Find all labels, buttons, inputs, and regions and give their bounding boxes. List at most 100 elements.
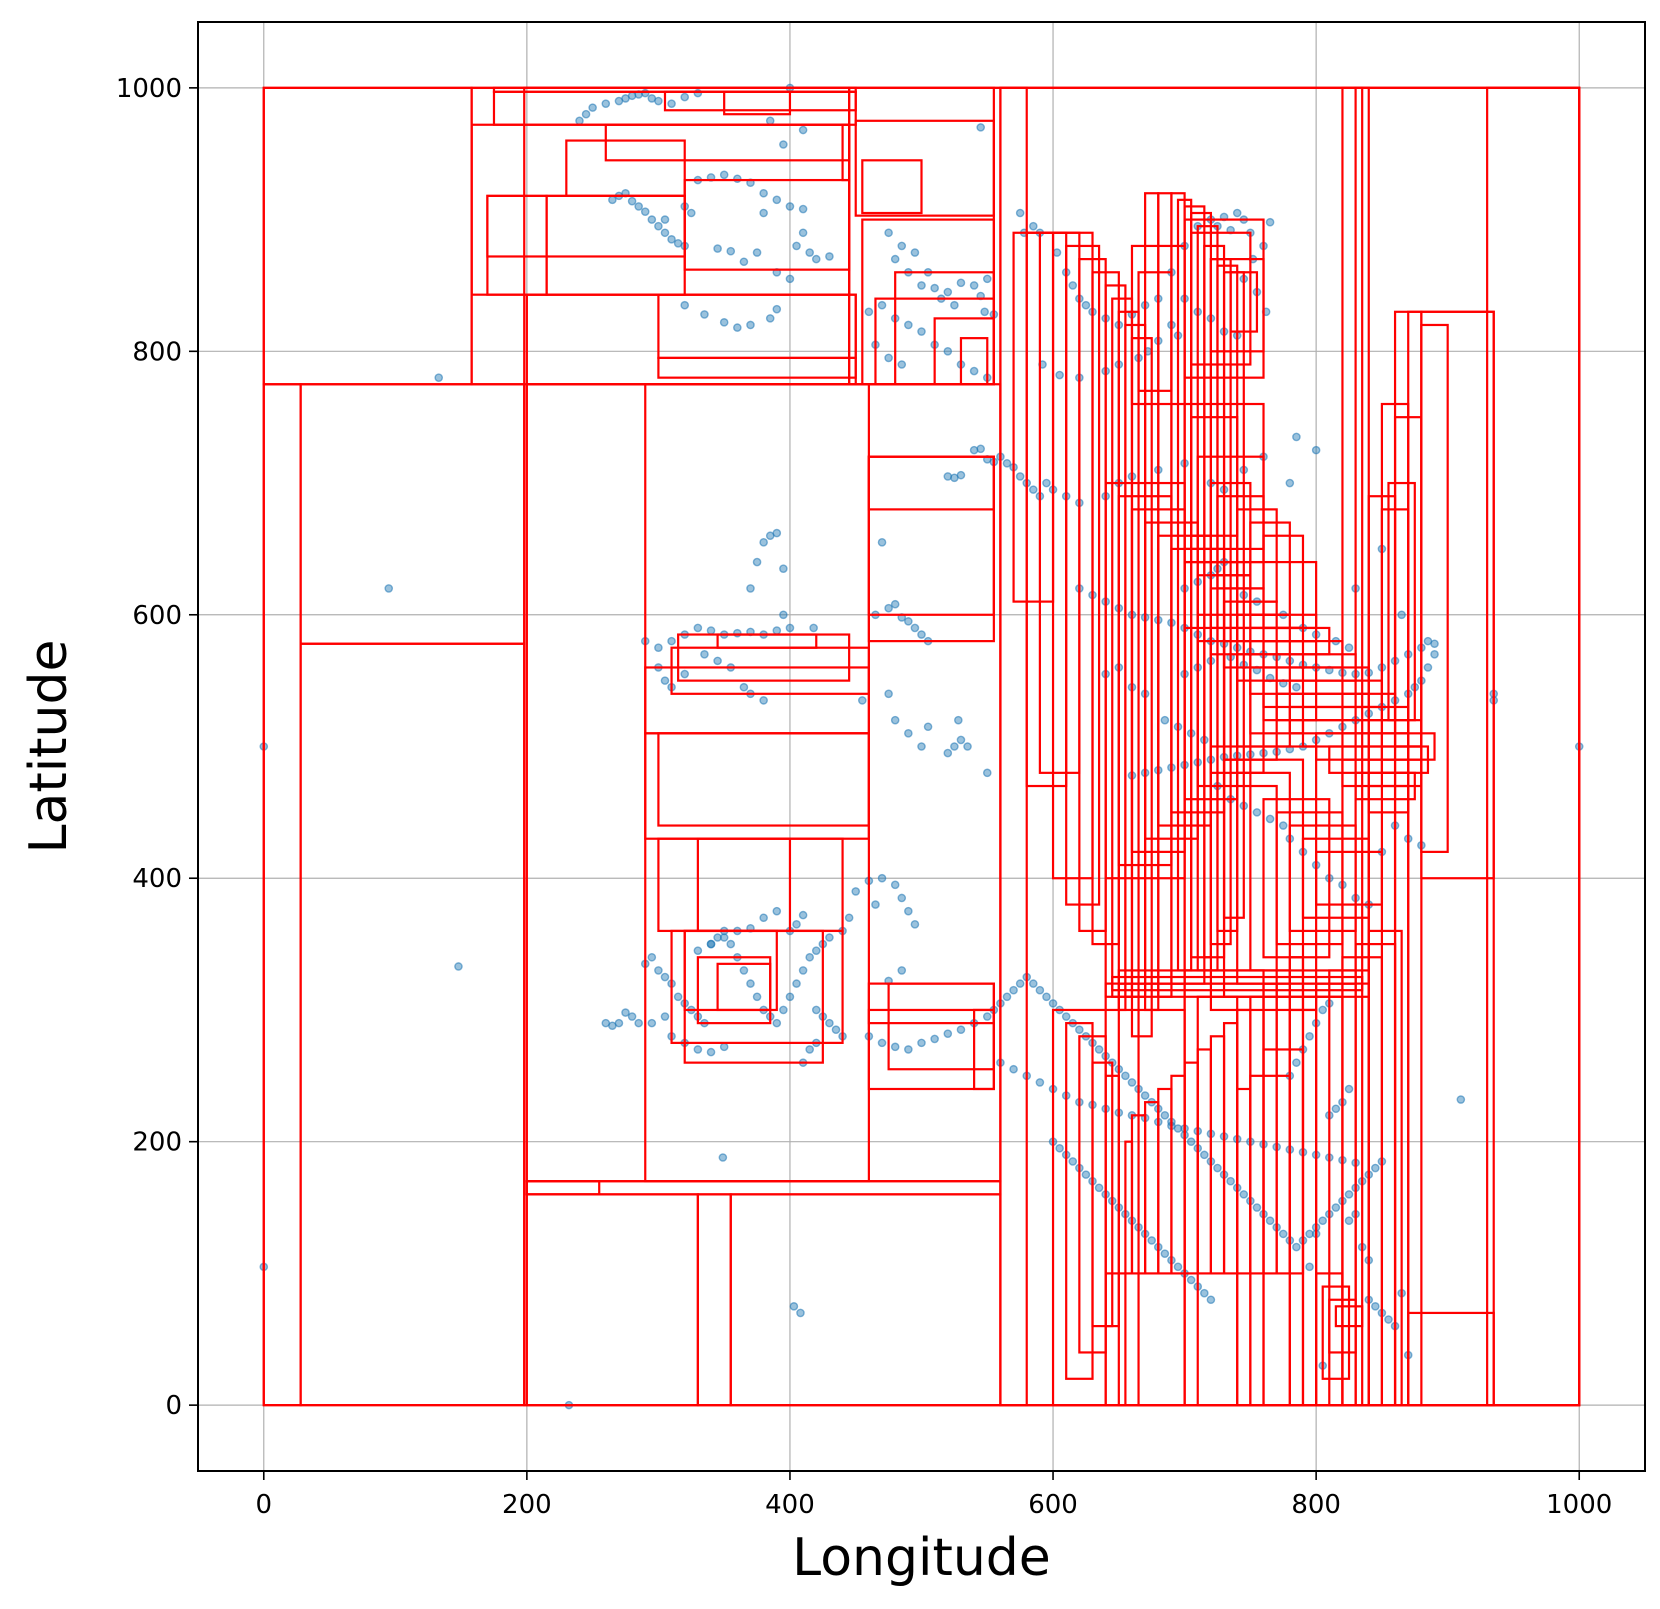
data-point (1252, 1203, 1262, 1212)
data-point (785, 274, 795, 284)
y-tick-label: 800 (132, 337, 182, 367)
data-point (581, 109, 591, 119)
data-point (1042, 478, 1051, 488)
data-point (1292, 682, 1301, 692)
data-point (811, 946, 821, 955)
data-point (792, 920, 801, 929)
x-axis-title: Longitude (792, 1528, 1051, 1588)
data-point (1029, 979, 1038, 988)
data-point (923, 722, 933, 732)
data-point (877, 873, 887, 883)
data-point (1456, 1095, 1466, 1104)
data-point (1186, 1275, 1196, 1285)
data-point (733, 174, 742, 184)
data-point (1029, 485, 1038, 494)
data-point (686, 208, 696, 218)
data-point (706, 626, 716, 635)
data-point (1285, 478, 1295, 488)
data-point (910, 920, 920, 929)
data-point (719, 1042, 729, 1052)
data-point (1061, 1012, 1071, 1021)
data-point (884, 689, 893, 699)
data-point (640, 88, 650, 98)
data-point (798, 204, 808, 214)
data-point (1278, 821, 1288, 830)
data-point (956, 735, 966, 745)
data-point (805, 248, 814, 257)
data-point (654, 966, 663, 975)
data-point (917, 327, 926, 336)
data-point (884, 228, 893, 238)
data-point (890, 715, 900, 725)
data-point (647, 952, 657, 962)
partition-cell (1065, 244, 1101, 906)
partition-cell (1315, 1272, 1344, 1407)
data-point (1127, 1078, 1137, 1087)
data-point (1371, 1163, 1380, 1173)
data-point (811, 1005, 821, 1015)
data-point (621, 1008, 630, 1017)
data-point (798, 910, 808, 920)
data-point (1292, 1242, 1301, 1252)
data-point (640, 207, 650, 216)
data-point (1213, 1163, 1222, 1173)
data-point (1002, 992, 1012, 1002)
data-point (792, 241, 801, 251)
data-point (718, 1153, 728, 1162)
data-point (831, 1025, 841, 1035)
partition-cell (716, 962, 772, 1012)
data-point (890, 880, 900, 890)
data-point (601, 1018, 611, 1028)
data-point (811, 254, 821, 264)
data-point (779, 1005, 788, 1015)
data-point (1029, 221, 1038, 231)
data-point (890, 1042, 900, 1052)
data-point (454, 962, 463, 971)
data-point (943, 347, 953, 356)
data-point (1140, 1091, 1150, 1100)
data-point (1094, 1045, 1104, 1054)
data-point (858, 696, 867, 705)
y-tick-label: 600 (132, 601, 182, 631)
data-point (759, 538, 768, 547)
data-point (884, 353, 893, 363)
data-point (1015, 208, 1025, 218)
data-point (1318, 1005, 1328, 1015)
data-point (719, 933, 729, 942)
data-point (680, 669, 690, 679)
partition-cell (861, 159, 923, 215)
data-point (871, 900, 880, 909)
data-point (588, 103, 597, 112)
data-point (1371, 1302, 1380, 1311)
data-point (765, 314, 775, 323)
data-point (825, 1018, 834, 1028)
partition-cell (1334, 1305, 1364, 1328)
data-point (601, 99, 611, 108)
data-point (1278, 1229, 1288, 1239)
data-point (752, 992, 762, 1002)
data-point (1344, 1216, 1354, 1226)
data-point (917, 1038, 926, 1048)
data-point (779, 610, 788, 620)
data-point (752, 557, 762, 567)
data-point (759, 208, 768, 218)
data-point (759, 188, 768, 198)
partition-cell (1262, 640, 1318, 722)
data-point (1052, 248, 1062, 257)
partition-cell (1420, 323, 1449, 853)
data-point (1226, 1176, 1235, 1186)
data-point (1232, 208, 1242, 218)
data-point (825, 933, 834, 942)
data-point (904, 729, 913, 738)
data-point (943, 1029, 953, 1038)
data-point (890, 254, 900, 264)
partition-cell (1137, 271, 1173, 392)
data-point (1160, 1249, 1170, 1258)
data-point (1292, 1058, 1301, 1067)
data-point (1331, 1203, 1341, 1212)
data-point (877, 300, 887, 310)
data-point (1186, 1137, 1196, 1146)
partition-cell (657, 356, 857, 379)
